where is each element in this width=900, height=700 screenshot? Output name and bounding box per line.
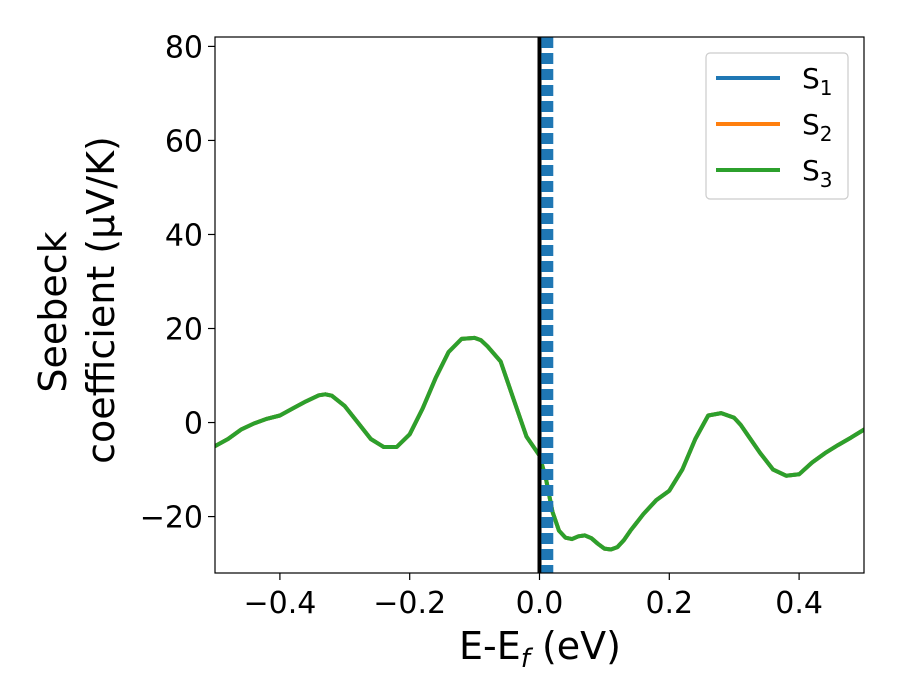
x-axis-label: E-Ef (eV) — [459, 624, 621, 674]
y-axis-label-line2: coefficient (μV/K) — [79, 136, 123, 464]
y-tick-label: 40 — [165, 218, 203, 253]
y-tick-label: 0 — [184, 407, 203, 442]
legend-label: S2 — [802, 108, 833, 146]
legend-label: S3 — [802, 154, 833, 192]
series-layer — [215, 335, 864, 552]
x-axis-label-main: E-E — [459, 624, 521, 668]
x-tick-label: −0.2 — [373, 586, 446, 621]
x-tick-label: 0.4 — [775, 586, 823, 621]
legend-label: S1 — [802, 62, 833, 100]
legend: S1 S2 S3 — [705, 52, 849, 200]
x-tick-label: −0.4 — [243, 586, 316, 621]
y-axis-label-line1: Seebeck — [31, 231, 75, 392]
y-axis-ticks: −20 0 20 40 60 80 — [140, 30, 215, 536]
y-tick-label: 60 — [165, 124, 203, 159]
y-tick-label: −20 — [140, 501, 203, 536]
series-line-s3 — [215, 335, 864, 552]
x-tick-label: 0.0 — [516, 586, 564, 621]
y-tick-label: 80 — [165, 30, 203, 65]
x-axis-label-tail: (eV) — [530, 624, 621, 668]
vertical-lines — [537, 37, 554, 573]
plot-area — [215, 37, 864, 573]
x-axis-ticks: −0.4 −0.2 0.0 0.2 0.4 — [243, 573, 823, 621]
y-tick-label: 20 — [165, 313, 203, 348]
x-tick-label: 0.2 — [645, 586, 693, 621]
